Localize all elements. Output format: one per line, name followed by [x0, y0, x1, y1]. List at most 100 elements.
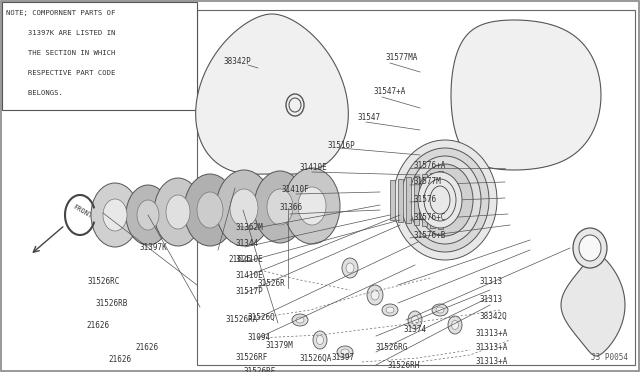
Text: NOTE; COMPORNENT PARTS OF: NOTE; COMPORNENT PARTS OF	[6, 10, 115, 16]
Ellipse shape	[573, 228, 607, 268]
Bar	[2, 2, 197, 110]
Ellipse shape	[137, 200, 159, 230]
Bar	[422, 174, 427, 226]
Text: 31379M: 31379M	[265, 341, 292, 350]
Text: 31313+A: 31313+A	[476, 357, 508, 366]
Polygon shape	[196, 14, 348, 174]
Text: 31526RA: 31526RA	[226, 315, 259, 324]
Text: 31397K: 31397K	[140, 244, 168, 253]
Ellipse shape	[382, 304, 398, 316]
Ellipse shape	[418, 172, 462, 228]
Ellipse shape	[408, 311, 422, 329]
Ellipse shape	[337, 346, 353, 358]
Ellipse shape	[298, 187, 326, 225]
Text: 21626: 21626	[135, 343, 158, 353]
Ellipse shape	[579, 235, 601, 261]
Text: 31313+A: 31313+A	[476, 328, 508, 337]
Text: 31526RB: 31526RB	[96, 298, 129, 308]
Ellipse shape	[451, 321, 458, 330]
Text: 31577M: 31577M	[414, 177, 442, 186]
Ellipse shape	[346, 263, 354, 273]
Text: 31517P: 31517P	[236, 288, 264, 296]
Ellipse shape	[313, 331, 327, 349]
Text: 31576+C: 31576+C	[414, 214, 446, 222]
Bar	[430, 173, 435, 228]
Ellipse shape	[436, 307, 444, 313]
Text: 31362M: 31362M	[236, 224, 264, 232]
Ellipse shape	[432, 304, 448, 316]
Text: 31576+B: 31576+B	[414, 231, 446, 241]
Ellipse shape	[216, 170, 272, 246]
Ellipse shape	[371, 290, 379, 300]
Ellipse shape	[296, 317, 304, 323]
Bar	[414, 176, 419, 224]
Text: 31410F: 31410F	[281, 186, 308, 195]
Ellipse shape	[342, 258, 358, 278]
Ellipse shape	[430, 186, 450, 214]
Bar	[406, 177, 411, 223]
Ellipse shape	[367, 285, 383, 305]
Ellipse shape	[267, 189, 293, 225]
Ellipse shape	[409, 156, 481, 244]
Bar	[438, 171, 443, 229]
Text: 31526Q: 31526Q	[248, 312, 276, 321]
Ellipse shape	[292, 314, 308, 326]
Text: 21626: 21626	[86, 321, 109, 330]
Text: 31313: 31313	[480, 295, 503, 305]
Text: 31576: 31576	[414, 196, 437, 205]
Ellipse shape	[448, 316, 462, 334]
Text: 31344: 31344	[236, 240, 259, 248]
Text: 31526RH: 31526RH	[388, 360, 420, 369]
Text: 31397: 31397	[332, 353, 355, 362]
Text: 21626: 21626	[228, 256, 251, 264]
Text: 31576+A: 31576+A	[414, 160, 446, 170]
Text: 38342Q: 38342Q	[480, 311, 508, 321]
Polygon shape	[451, 20, 601, 170]
Text: RESPECTIVE PART CODE: RESPECTIVE PART CODE	[6, 70, 115, 76]
Text: FRONT: FRONT	[72, 203, 93, 219]
Text: 31577MA: 31577MA	[385, 54, 417, 62]
Text: 31526RE: 31526RE	[244, 368, 276, 372]
Text: 31313+A: 31313+A	[476, 343, 508, 353]
Text: 31410E: 31410E	[300, 164, 328, 173]
Text: BELONGS.: BELONGS.	[6, 90, 63, 96]
Ellipse shape	[184, 174, 236, 246]
Text: 31526RF: 31526RF	[236, 353, 268, 362]
Text: 31526RG: 31526RG	[376, 343, 408, 353]
Text: 31547+A: 31547+A	[373, 87, 405, 96]
Text: 31516P: 31516P	[328, 141, 356, 150]
Text: 21626: 21626	[108, 356, 131, 365]
Ellipse shape	[126, 185, 170, 245]
Text: J3 P0054: J3 P0054	[591, 353, 628, 362]
Text: 31526QA: 31526QA	[300, 353, 332, 362]
Bar	[197, 10, 635, 365]
Text: 31547: 31547	[358, 113, 381, 122]
Bar	[390, 180, 395, 220]
Polygon shape	[561, 254, 625, 356]
Bar	[398, 179, 403, 221]
Ellipse shape	[424, 179, 456, 221]
Ellipse shape	[289, 98, 301, 112]
Ellipse shape	[197, 192, 223, 228]
Ellipse shape	[284, 168, 340, 244]
Text: 31397K ARE LISTED IN: 31397K ARE LISTED IN	[6, 30, 115, 36]
Ellipse shape	[166, 195, 190, 229]
Ellipse shape	[386, 307, 394, 313]
Ellipse shape	[401, 148, 489, 252]
Ellipse shape	[412, 315, 419, 324]
Ellipse shape	[417, 164, 473, 236]
Text: THE SECTION IN WHICH: THE SECTION IN WHICH	[6, 50, 115, 56]
Text: 31410E: 31410E	[236, 256, 264, 264]
Text: 38342P: 38342P	[224, 58, 252, 67]
Ellipse shape	[154, 178, 202, 246]
Ellipse shape	[230, 189, 258, 227]
Text: 31374: 31374	[404, 326, 427, 334]
Text: 31094: 31094	[248, 333, 271, 341]
Ellipse shape	[341, 349, 349, 355]
Ellipse shape	[91, 183, 139, 247]
Ellipse shape	[317, 336, 323, 344]
Text: 31526R: 31526R	[258, 279, 285, 289]
Text: 31313: 31313	[480, 278, 503, 286]
Ellipse shape	[103, 199, 127, 231]
Ellipse shape	[393, 140, 497, 260]
